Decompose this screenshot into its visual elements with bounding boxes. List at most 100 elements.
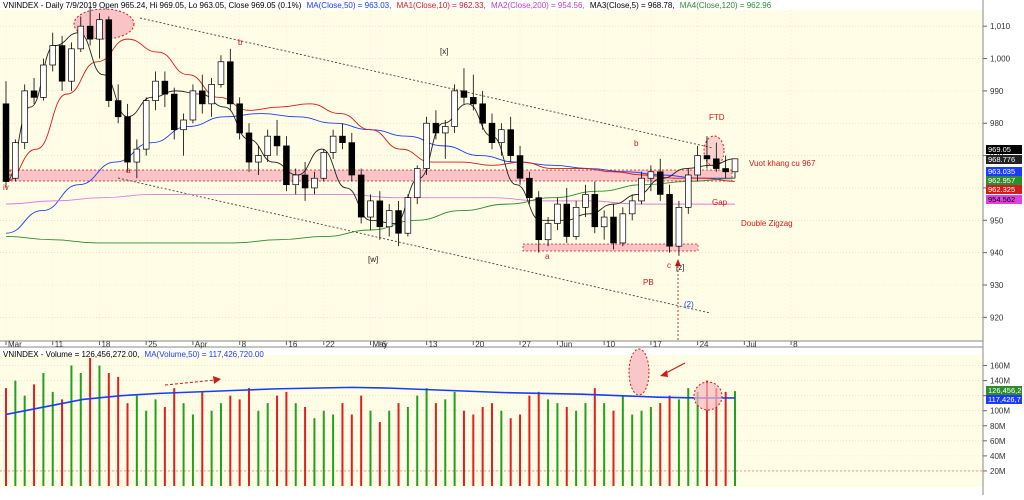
volume-bars [5, 358, 736, 486]
candle-body [638, 177, 645, 202]
date-tick-label: Apr [195, 340, 208, 349]
candle-body [77, 25, 85, 50]
candle-body [470, 97, 477, 105]
label-iv: iv [3, 183, 9, 192]
candle-body [161, 80, 169, 95]
date-tick-label: 18 [101, 340, 110, 349]
candle-body [189, 90, 197, 121]
candle-body [516, 155, 524, 179]
candle-body [451, 90, 458, 127]
price-badges: 969.05 968.776 963.035 962.957 962.325 9… [986, 145, 1022, 204]
label-pb: PB [643, 278, 654, 287]
badge-close-text: 969.05 [988, 145, 1011, 154]
candle-body [413, 168, 421, 198]
candle-body [245, 132, 253, 163]
ma-line-1 [5, 38, 736, 182]
price-tick-label: 990 [990, 87, 1004, 96]
candle-body [49, 45, 56, 66]
date-tick-label: 24 [700, 340, 709, 349]
candle-body [58, 45, 66, 82]
candle-body [442, 126, 449, 134]
badge-ma50 [986, 167, 1022, 176]
badge-ma5 [986, 155, 1022, 164]
candle-body [656, 171, 664, 195]
volume-tick-label: 60M [990, 437, 1006, 446]
candle-body [591, 194, 599, 228]
badge-ma10-text: 962.325 [988, 185, 1015, 194]
label-wave-2: (2) [684, 300, 694, 309]
badge-ma50-text: 963.035 [988, 167, 1015, 176]
candle-body [255, 155, 262, 163]
date-tick-label: 13 [429, 340, 438, 349]
candle-body [217, 61, 225, 85]
volume-header-line: VNINDEX - Volume = 126,456,272.00, MA(Vo… [3, 350, 264, 359]
candle-body [619, 213, 627, 244]
header-ma120: MA4(Close,120) = 962.96 [680, 1, 772, 10]
candle-body [30, 90, 38, 98]
volume-tick-label: 20M [990, 467, 1006, 476]
label-ftd: FTD [709, 113, 725, 122]
candle-body [507, 129, 514, 156]
volume-trend-arrow-icon [213, 376, 221, 384]
volume-pointer-line [663, 362, 686, 375]
volume-trend-arrow [164, 379, 216, 386]
badge-volume [986, 386, 1022, 395]
date-tick-label: 27 [522, 340, 531, 349]
candle-body [647, 171, 655, 179]
candle-body [199, 90, 206, 105]
label-gap: Gap [712, 198, 728, 207]
candle-body [86, 25, 94, 40]
header-line: VNINDEX - Daily 7/9/2019 Open 965.24, Hi… [3, 1, 772, 10]
candle-body [554, 203, 561, 224]
candle-body [722, 168, 729, 173]
volume-tick-label: 140M [990, 377, 1010, 386]
badge-ma120 [986, 176, 1022, 185]
date-tick-label: Mar [8, 340, 22, 349]
candle-body [385, 210, 393, 228]
candle-body [133, 148, 141, 163]
candle-body [535, 197, 542, 241]
volume-tick-label: 100M [990, 407, 1010, 416]
candle-body [348, 142, 356, 176]
date-tick-label: 6 [382, 340, 387, 349]
price-axis-area [983, 0, 1024, 495]
badge-ma10 [986, 185, 1022, 194]
price-tick-label: 930 [990, 281, 1004, 290]
candle-body [713, 158, 720, 169]
candle-body [572, 207, 580, 237]
date-tick-label: Jun [559, 340, 572, 349]
badge-ma200-text: 954.562 [988, 195, 1015, 204]
volume-ma-line [5, 386, 735, 416]
date-tick-label: 11 [55, 340, 64, 349]
candle-body [142, 100, 150, 150]
label-breakout: Vuot khang cu 967 [749, 159, 816, 168]
volume-spike-ellipse [628, 348, 650, 396]
candle-body [404, 197, 412, 234]
candle-body [685, 174, 692, 208]
candle-body [152, 80, 159, 101]
candle-body [124, 116, 131, 163]
candle-body [264, 135, 271, 156]
badge-volume-ma [986, 395, 1022, 404]
price-tick-label: 1,010 [990, 22, 1011, 31]
candle-body [395, 210, 402, 234]
candle-body [675, 207, 683, 247]
lower-channel-line [117, 177, 711, 314]
candle-body [544, 223, 552, 241]
candle-body [582, 194, 589, 208]
candle-body [610, 216, 617, 244]
candle-body [208, 84, 215, 105]
candle-body [460, 90, 468, 98]
grid [0, 10, 983, 472]
candle-body [301, 174, 309, 189]
candle-body [423, 122, 430, 169]
candle-body [2, 103, 10, 182]
candle-body [40, 64, 47, 98]
candle-body [498, 129, 505, 143]
label-c-wave: c [667, 261, 671, 270]
badge-ma5-text: 968.776 [988, 155, 1015, 164]
candle-body [703, 155, 711, 160]
date-tick-label: 8 [242, 340, 247, 349]
candle-body [12, 142, 19, 179]
candle-body [694, 155, 701, 176]
